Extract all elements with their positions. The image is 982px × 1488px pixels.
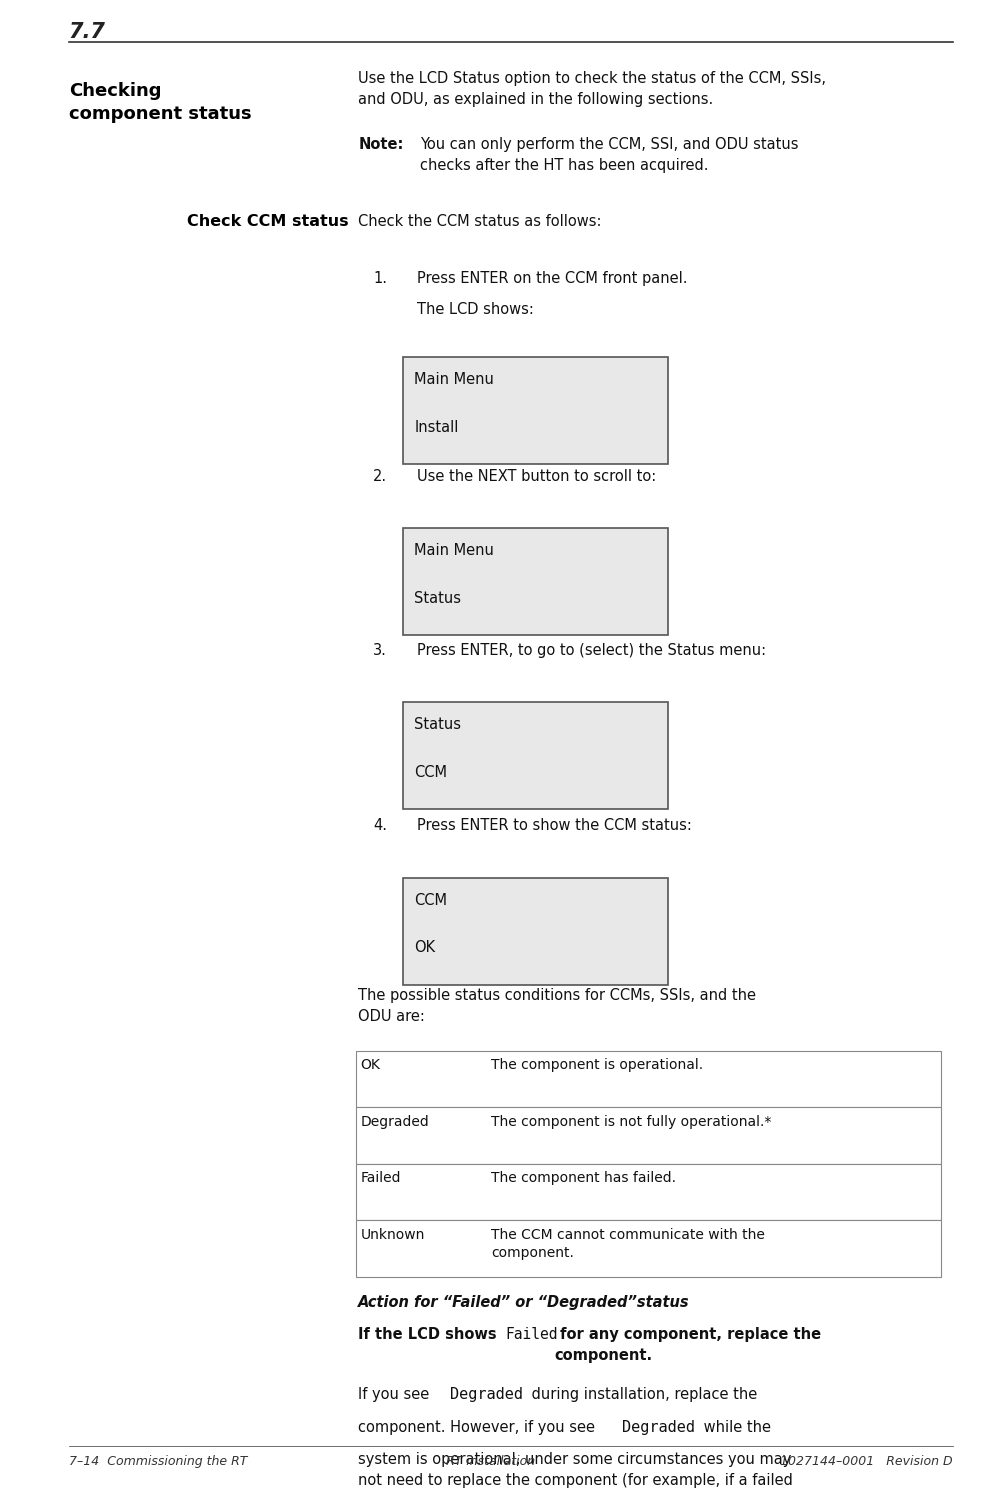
- Text: 1027144–0001   Revision D: 1027144–0001 Revision D: [780, 1455, 953, 1469]
- Text: Main Menu: Main Menu: [414, 372, 494, 387]
- Text: 7–14  Commissioning the RT: 7–14 Commissioning the RT: [69, 1455, 247, 1469]
- Text: Degraded: Degraded: [450, 1387, 522, 1402]
- Text: Degraded: Degraded: [622, 1420, 694, 1434]
- Text: Unknown: Unknown: [360, 1228, 425, 1241]
- Text: system is operational, under some circumstances you may
not need to replace the : system is operational, under some circum…: [358, 1452, 793, 1488]
- Text: The component is operational.: The component is operational.: [491, 1058, 703, 1071]
- FancyBboxPatch shape: [403, 702, 668, 809]
- Text: 3.: 3.: [373, 643, 387, 658]
- Text: Status: Status: [414, 717, 462, 732]
- Text: Failed: Failed: [506, 1327, 558, 1342]
- Text: RT installation: RT installation: [447, 1455, 535, 1469]
- Text: Failed: Failed: [360, 1171, 401, 1184]
- FancyBboxPatch shape: [356, 1220, 941, 1277]
- Text: while the: while the: [699, 1420, 771, 1434]
- Text: during installation, replace the: during installation, replace the: [527, 1387, 757, 1402]
- FancyBboxPatch shape: [403, 528, 668, 635]
- Text: The component is not fully operational.*: The component is not fully operational.*: [491, 1115, 772, 1128]
- Text: 1.: 1.: [373, 271, 387, 286]
- Text: If you see: If you see: [358, 1387, 434, 1402]
- Text: Check the CCM status as follows:: Check the CCM status as follows:: [358, 214, 602, 229]
- Text: Use the NEXT button to scroll to:: Use the NEXT button to scroll to:: [417, 469, 657, 484]
- FancyBboxPatch shape: [403, 878, 668, 985]
- Text: 4.: 4.: [373, 818, 387, 833]
- Text: 7.7: 7.7: [69, 22, 106, 42]
- Text: Use the LCD Status option to check the status of the CCM, SSIs,
and ODU, as expl: Use the LCD Status option to check the s…: [358, 71, 827, 107]
- Text: component. However, if you see: component. However, if you see: [358, 1420, 600, 1434]
- Text: Press ENTER on the CCM front panel.: Press ENTER on the CCM front panel.: [417, 271, 687, 286]
- FancyBboxPatch shape: [403, 357, 668, 464]
- Text: Note:: Note:: [358, 137, 404, 152]
- Text: 2.: 2.: [373, 469, 387, 484]
- Text: You can only perform the CCM, SSI, and ODU status
checks after the HT has been a: You can only perform the CCM, SSI, and O…: [420, 137, 798, 173]
- Text: Press ENTER, to go to (select) the Status menu:: Press ENTER, to go to (select) the Statu…: [417, 643, 767, 658]
- Text: The possible status conditions for CCMs, SSIs, and the
ODU are:: The possible status conditions for CCMs,…: [358, 988, 756, 1024]
- Text: Action for “Failed” or “Degraded”status: Action for “Failed” or “Degraded”status: [358, 1295, 690, 1309]
- Text: Status: Status: [414, 591, 462, 606]
- Text: Main Menu: Main Menu: [414, 543, 494, 558]
- Text: The CCM cannot communicate with the
component.: The CCM cannot communicate with the comp…: [491, 1228, 765, 1260]
- Text: for any component, replace the
component.: for any component, replace the component…: [555, 1327, 821, 1363]
- Text: The component has failed.: The component has failed.: [491, 1171, 676, 1184]
- Text: CCM: CCM: [414, 765, 448, 780]
- Text: Check CCM status: Check CCM status: [187, 214, 349, 229]
- Text: Install: Install: [414, 420, 459, 434]
- Text: OK: OK: [360, 1058, 380, 1071]
- Text: CCM: CCM: [414, 893, 448, 908]
- Text: If the LCD shows: If the LCD shows: [358, 1327, 502, 1342]
- FancyBboxPatch shape: [356, 1107, 941, 1164]
- Text: Press ENTER to show the CCM status:: Press ENTER to show the CCM status:: [417, 818, 692, 833]
- FancyBboxPatch shape: [356, 1164, 941, 1220]
- Text: Checking
component status: Checking component status: [69, 82, 251, 124]
- Text: Degraded: Degraded: [360, 1115, 429, 1128]
- FancyBboxPatch shape: [356, 1051, 941, 1107]
- Text: OK: OK: [414, 940, 436, 955]
- Text: The LCD shows:: The LCD shows:: [417, 302, 534, 317]
